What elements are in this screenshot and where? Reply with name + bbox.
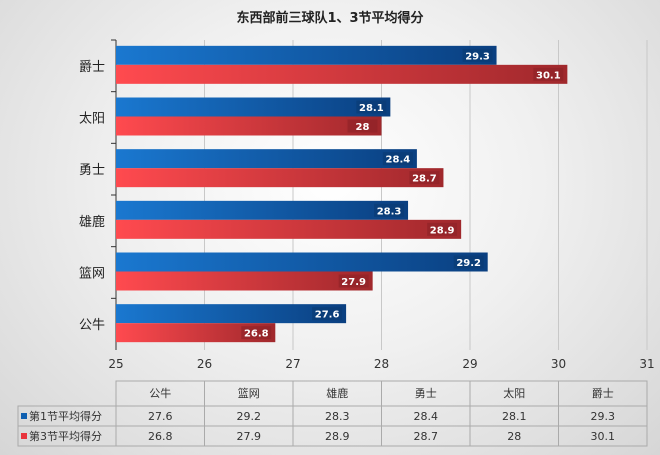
category-label: 勇士: [79, 163, 105, 178]
table-header-cell: 雄鹿: [326, 386, 348, 400]
legend-label: 第1节平均得分: [29, 409, 102, 423]
data-label-bg: [312, 307, 343, 321]
bar-q1: [116, 200, 409, 220]
table-cell: 27.6: [148, 410, 173, 423]
legend-swatch: [21, 433, 27, 439]
table-cell: 26.8: [148, 430, 173, 443]
category-label: 篮网: [79, 267, 105, 282]
data-label-bg: [338, 274, 369, 288]
legend-label: 第3节平均得分: [29, 429, 102, 443]
table-cell: 28.9: [325, 430, 350, 443]
table-header-cell: 太阳: [503, 387, 525, 400]
bar-q1: [116, 252, 488, 272]
x-tick-label: 25: [108, 357, 123, 371]
table-cell: 28.3: [325, 410, 350, 423]
legend-swatch: [21, 413, 27, 419]
table-cell: 28.1: [502, 410, 527, 423]
data-label-bg: [356, 100, 387, 114]
bar-q1: [116, 97, 391, 117]
table-cell: 28: [507, 430, 521, 443]
data-label: 29.2: [456, 258, 481, 269]
table-cell: 29.2: [237, 410, 262, 423]
bar-q1: [116, 304, 347, 324]
data-label-bg: [427, 222, 458, 236]
data-label: 27.9: [341, 277, 366, 288]
bar-q3: [116, 323, 276, 343]
x-tick-label: 30: [551, 357, 566, 371]
bar-q3: [116, 219, 462, 239]
category-label: 雄鹿: [79, 214, 105, 230]
table-header-cell: 勇士: [415, 387, 437, 400]
x-tick-label: 27: [285, 357, 300, 371]
table-cell: 28.7: [414, 430, 439, 443]
data-label-bg: [347, 119, 378, 133]
bar-q3: [116, 116, 382, 136]
data-label: 30.1: [536, 70, 561, 81]
data-label-bg: [382, 152, 413, 166]
data-label: 27.6: [315, 310, 340, 321]
category-label: 公牛: [79, 318, 105, 333]
bar-q1: [116, 149, 417, 169]
bar-q3: [116, 64, 568, 84]
table-cell: 28.4: [414, 410, 439, 423]
table-cell: 29.3: [591, 410, 616, 423]
data-label: 28.3: [377, 206, 402, 217]
bar-q3: [116, 271, 373, 291]
x-tick-label: 31: [639, 357, 654, 371]
chart-title: 东西部前三球队1、3节平均得分: [236, 10, 423, 26]
data-label-bg: [453, 255, 484, 269]
category-label: 爵士: [79, 60, 105, 75]
table-header-cell: 爵士: [592, 386, 614, 400]
x-tick-label: 26: [197, 357, 212, 371]
x-tick-label: 29: [462, 357, 477, 371]
data-label: 28.4: [386, 155, 411, 166]
data-label: 28.1: [359, 103, 384, 114]
data-label: 26.8: [244, 329, 269, 340]
table-cell: 27.9: [237, 430, 262, 443]
data-label: 29.3: [465, 51, 490, 62]
table-header-cell: 公牛: [149, 386, 171, 400]
data-label: 28: [356, 122, 370, 133]
data-label: 28.9: [430, 225, 455, 236]
table-cell: 30.1: [591, 430, 616, 443]
data-label-bg: [462, 48, 493, 62]
table-header-cell: 篮网: [238, 386, 260, 400]
bar-q1: [116, 45, 497, 65]
data-label: 28.7: [412, 174, 437, 185]
data-label-bg: [409, 171, 440, 185]
data-label-bg: [533, 67, 564, 81]
data-label-bg: [241, 326, 272, 340]
x-tick-label: 28: [374, 357, 389, 371]
bar-q3: [116, 168, 444, 188]
data-label-bg: [374, 203, 405, 217]
category-label: 太阳: [79, 112, 105, 127]
